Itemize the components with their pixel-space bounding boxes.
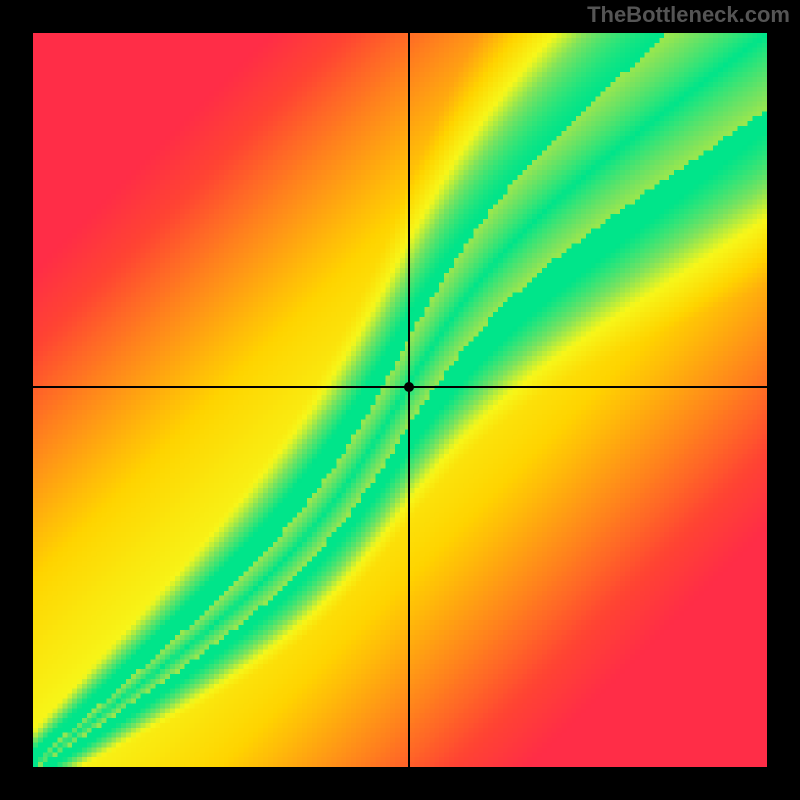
crosshair-marker-dot [404,382,414,392]
bottleneck-heatmap [33,33,767,767]
watermark-text: TheBottleneck.com [587,2,790,28]
crosshair-horizontal [33,386,767,388]
crosshair-vertical [408,33,410,767]
chart-container: TheBottleneck.com [0,0,800,800]
